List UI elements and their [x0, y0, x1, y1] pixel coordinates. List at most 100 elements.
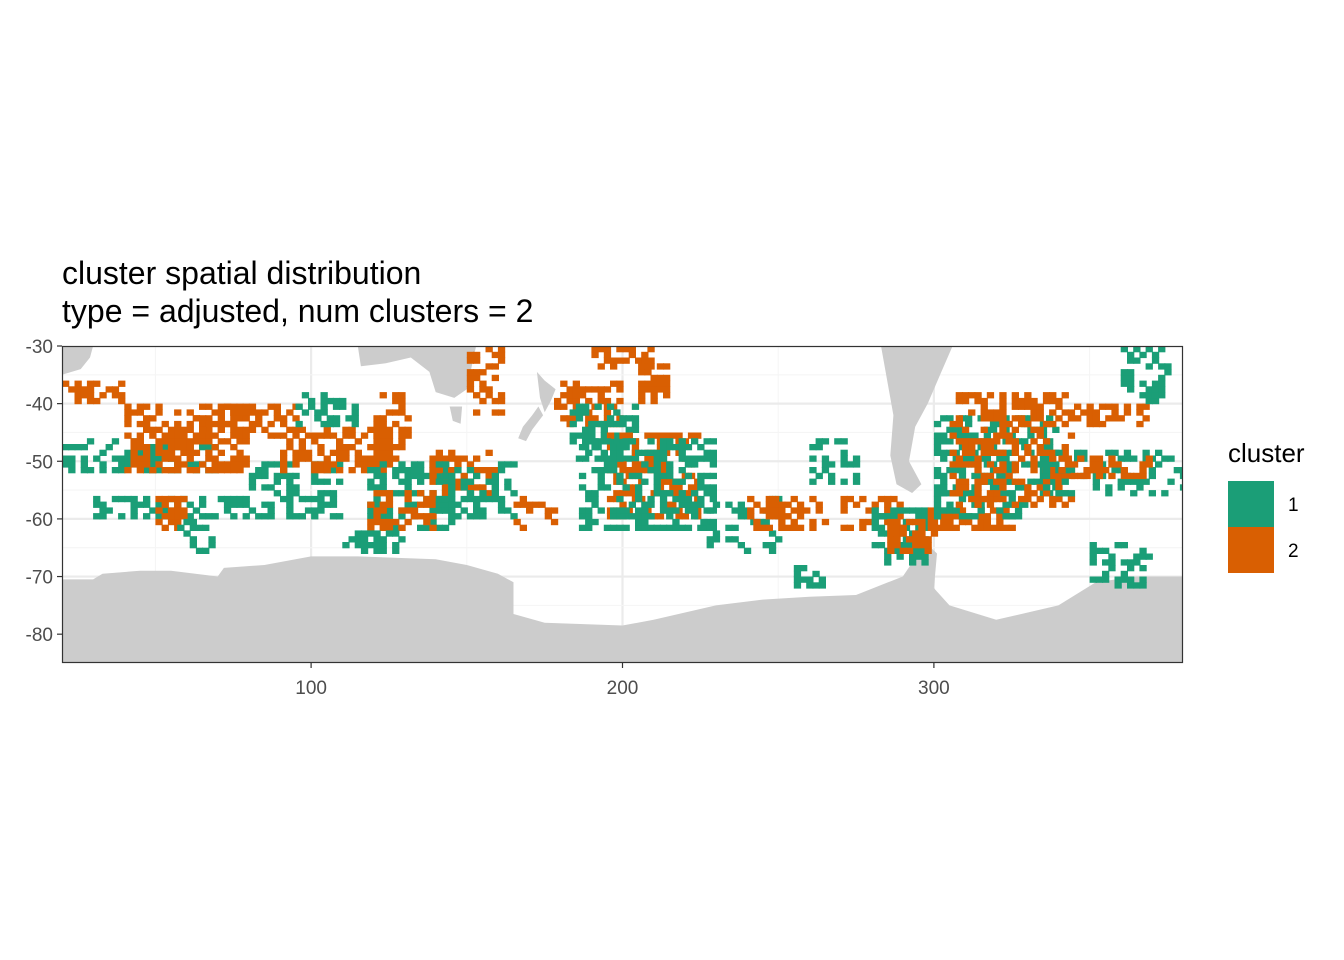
cluster-1-cell	[1127, 369, 1134, 375]
cluster-2-cell	[342, 450, 349, 456]
cluster-1-cell	[361, 542, 368, 548]
cluster-1-cell	[934, 467, 941, 473]
cluster-1-cell	[398, 536, 405, 542]
cluster-2-cell	[1108, 456, 1115, 462]
cluster-2-cell	[604, 352, 611, 358]
cluster-2-cell	[1068, 409, 1075, 415]
cluster-1-cell	[588, 433, 595, 439]
cluster-2-cell	[143, 404, 150, 410]
cluster-1-cell	[1093, 479, 1100, 485]
cluster-1-cell	[1090, 542, 1097, 548]
cluster-2-cell	[336, 438, 343, 444]
cluster-2-cell	[663, 381, 670, 387]
cluster-1-cell	[812, 571, 819, 577]
cluster-1-cell	[99, 450, 106, 456]
cluster-2-cell	[180, 461, 187, 467]
cluster-2-cell	[355, 450, 362, 456]
cluster-2-cell	[180, 433, 187, 439]
cluster-2-cell	[361, 456, 368, 462]
cluster-2-cell	[224, 421, 231, 427]
cluster-2-cell	[968, 409, 975, 415]
cluster-1-cell	[1102, 559, 1109, 565]
cluster-2-cell	[1099, 421, 1106, 427]
cluster-2-cell	[398, 409, 405, 415]
cluster-2-cell	[987, 450, 994, 456]
cluster-1-cell	[769, 542, 776, 548]
cluster-1-cell	[1068, 467, 1075, 473]
cluster-1-cell	[190, 536, 197, 542]
cluster-2-cell	[1139, 467, 1146, 473]
cluster-2-cell	[974, 467, 981, 473]
cluster-1-cell	[1080, 450, 1087, 456]
cluster-1-cell	[1118, 484, 1125, 490]
cluster-1-cell	[897, 507, 904, 513]
cluster-1-cell	[819, 577, 826, 583]
cluster-2-cell	[925, 536, 932, 542]
cluster-1-cell	[579, 484, 586, 490]
cluster-2-cell	[429, 461, 436, 467]
cluster-2-cell	[336, 456, 343, 462]
cluster-1-cell	[623, 444, 630, 450]
cluster-2-cell	[604, 398, 611, 404]
cluster-2-cell	[1115, 461, 1122, 467]
cluster-2-cell	[99, 392, 106, 398]
cluster-1-cell	[1009, 513, 1016, 519]
cluster-1-cell	[199, 502, 206, 508]
cluster-2-cell	[1012, 392, 1019, 398]
cluster-1-cell	[1052, 427, 1059, 433]
cluster-2-cell	[1018, 415, 1025, 421]
cluster-1-cell	[1161, 490, 1168, 496]
cluster-2-cell	[417, 490, 424, 496]
cluster-2-cell	[305, 450, 312, 456]
cluster-1-cell	[921, 507, 928, 513]
cluster-2-cell	[155, 404, 162, 410]
cluster-1-cell	[106, 444, 113, 450]
cluster-1-cell	[934, 502, 941, 508]
cluster-1-cell	[380, 542, 387, 548]
cluster-1-cell	[1002, 456, 1009, 462]
cluster-1-cell	[1021, 438, 1028, 444]
cluster-2-cell	[887, 548, 894, 554]
cluster-1-cell	[872, 519, 879, 525]
cluster-1-cell	[230, 513, 237, 519]
cluster-2-cell	[816, 507, 823, 513]
cluster-1-cell	[819, 582, 826, 588]
cluster-2-cell	[292, 415, 299, 421]
cluster-2-cell	[193, 467, 200, 473]
cluster-2-cell	[1030, 502, 1037, 508]
cluster-2-cell	[968, 444, 975, 450]
cluster-2-cell	[454, 461, 461, 467]
cluster-2-cell	[386, 409, 393, 415]
cluster-2-cell	[205, 404, 212, 410]
cluster-2-cell	[349, 467, 356, 473]
cluster-1-cell	[504, 479, 511, 485]
cluster-2-cell	[918, 519, 925, 525]
cluster-2-cell	[1055, 484, 1062, 490]
cluster-1-cell	[710, 450, 717, 456]
cluster-2-cell	[791, 525, 798, 531]
cluster-1-cell	[679, 438, 686, 444]
cluster-2-cell	[392, 421, 399, 427]
cluster-1-cell	[1046, 444, 1053, 450]
cluster-1-cell	[1158, 386, 1165, 392]
cluster-2-cell	[436, 467, 443, 473]
cluster-2-cell	[180, 513, 187, 519]
cluster-1-cell	[212, 513, 219, 519]
cluster-2-cell	[486, 386, 493, 392]
cluster-1-cell	[202, 525, 209, 531]
cluster-1-cell	[1146, 386, 1153, 392]
cluster-2-cell	[974, 392, 981, 398]
cluster-1-cell	[510, 461, 517, 467]
cluster-1-cell	[286, 507, 293, 513]
cluster-1-cell	[623, 484, 630, 490]
cluster-1-cell	[380, 536, 387, 542]
cluster-2-cell	[124, 415, 131, 421]
cluster-2-cell	[1136, 421, 1143, 427]
cluster-2-cell	[632, 444, 639, 450]
cluster-1-cell	[492, 490, 499, 496]
cluster-2-cell	[747, 513, 754, 519]
cluster-1-cell	[629, 473, 636, 479]
cluster-2-cell	[373, 438, 380, 444]
cluster-2-cell	[638, 392, 645, 398]
cluster-2-cell	[180, 438, 187, 444]
